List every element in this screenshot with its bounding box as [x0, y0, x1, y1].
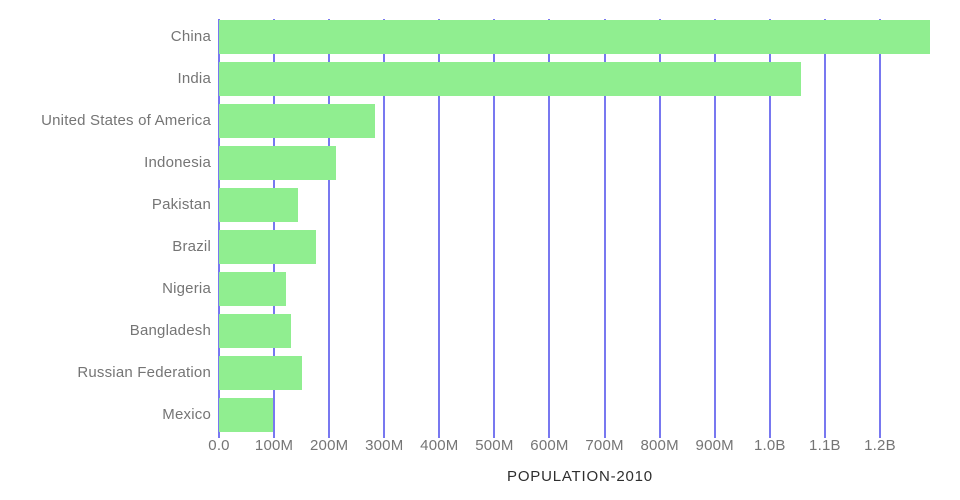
gridline-1.2B [878, 19, 881, 438]
category-label-mexico: Mexico [162, 406, 211, 423]
category-label-indonesia: Indonesia [144, 154, 211, 171]
gridline-0.0 [218, 19, 220, 438]
category-label-pakistan: Pakistan [151, 196, 211, 213]
x-tick-label-1.2B: 1.2B [864, 437, 896, 454]
bar-bangladesh [219, 314, 291, 348]
bar-china [219, 20, 930, 54]
gridline-600M [548, 19, 551, 438]
x-tick-label-300M: 300M [365, 437, 404, 454]
category-label-bangladesh: Bangladesh [129, 322, 211, 339]
x-tick-label-800M: 800M [640, 437, 679, 454]
plot-area [218, 19, 941, 438]
x-tick-label-100M: 100M [254, 437, 294, 454]
x-tick-label-600M: 600M [530, 437, 569, 454]
gridline-700M [603, 19, 606, 438]
gridline-800M [658, 19, 661, 438]
x-axis-tick-labels: 0.0 100M 200M 300M 400M 500M 600M 700M 800M 900M 1… [208, 437, 941, 455]
x-tick-label-500M: 500M [475, 437, 514, 454]
x-tick-label-700M: 700M [585, 437, 624, 454]
x-tick-label-900M: 900M [695, 437, 734, 454]
bar-nigeria [219, 272, 287, 306]
y-axis-category-labels: China India United States of America Indone… [0, 19, 211, 433]
x-tick-label-200M: 200M [309, 437, 349, 454]
gridline-200M [328, 19, 331, 438]
gridline-300M [383, 19, 386, 438]
category-label-united-states-of-america: United States of America [41, 112, 211, 129]
gridline-1.1B [823, 19, 826, 438]
gridline-900M [713, 19, 716, 438]
bar-india [219, 62, 801, 96]
gridline-500M [493, 19, 496, 438]
bar-united-states-of-america [219, 104, 376, 138]
bar-brazil [219, 230, 317, 264]
x-axis-title: POPULATION-2010 [507, 468, 653, 485]
category-label-russian-federation: Russian Federation [77, 364, 211, 381]
x-tick-label-1.1B: 1.1B [809, 437, 841, 454]
bar-indonesia [219, 146, 337, 180]
category-label-nigeria: Nigeria [162, 280, 211, 297]
x-tick-label-0.0: 0.0 [208, 437, 230, 454]
category-label-india: India [177, 70, 211, 87]
bar-russian-federation [219, 356, 302, 390]
gridline-1.0B [768, 19, 771, 438]
bar-pakistan [219, 188, 298, 222]
category-label-china: China [170, 28, 211, 45]
gridline-100M [273, 19, 276, 438]
bar-mexico [219, 398, 273, 432]
category-label-brazil: Brazil [172, 238, 211, 255]
x-tick-label-400M: 400M [420, 437, 459, 454]
x-tick-label-1.0B: 1.0B [753, 437, 786, 454]
gridline-400M [438, 19, 441, 438]
